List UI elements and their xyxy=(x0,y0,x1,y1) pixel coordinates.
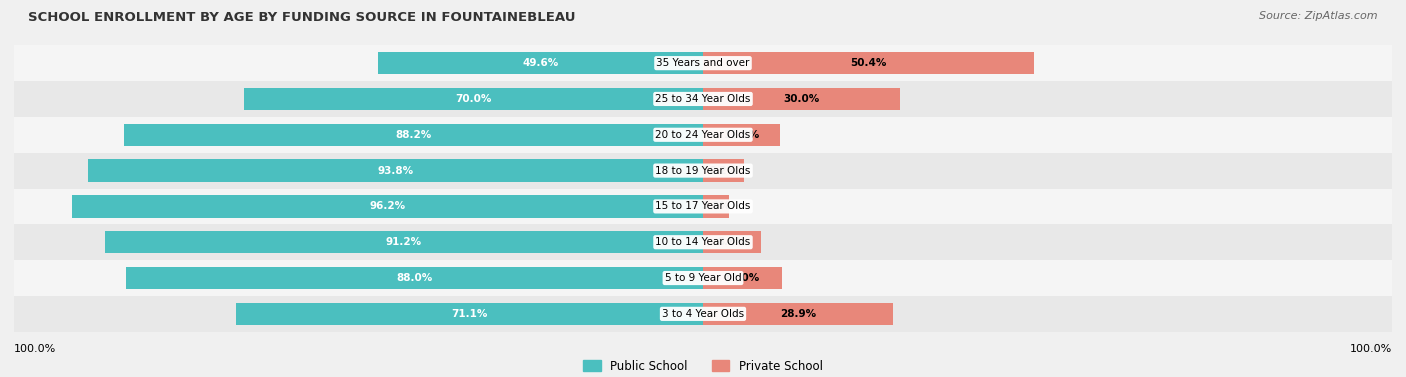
Text: 30.0%: 30.0% xyxy=(783,94,820,104)
Bar xyxy=(703,303,893,325)
Text: 10 to 14 Year Olds: 10 to 14 Year Olds xyxy=(655,237,751,247)
Text: 20 to 24 Year Olds: 20 to 24 Year Olds xyxy=(655,130,751,140)
Bar xyxy=(378,52,703,74)
Bar xyxy=(703,195,728,218)
Bar xyxy=(124,124,703,146)
Bar xyxy=(72,195,703,218)
Bar xyxy=(14,117,1392,153)
Text: 25 to 34 Year Olds: 25 to 34 Year Olds xyxy=(655,94,751,104)
Text: 18 to 19 Year Olds: 18 to 19 Year Olds xyxy=(655,166,751,176)
Bar xyxy=(703,88,900,110)
Text: 88.2%: 88.2% xyxy=(395,130,432,140)
Bar xyxy=(703,267,782,289)
Bar xyxy=(703,124,780,146)
Text: 49.6%: 49.6% xyxy=(522,58,558,68)
Text: 8.8%: 8.8% xyxy=(717,237,747,247)
Bar xyxy=(87,159,703,182)
Bar xyxy=(703,159,744,182)
Text: 100.0%: 100.0% xyxy=(14,344,56,354)
Bar xyxy=(703,52,1033,74)
Text: 50.4%: 50.4% xyxy=(851,58,887,68)
Text: 3 to 4 Year Olds: 3 to 4 Year Olds xyxy=(662,309,744,319)
Text: 96.2%: 96.2% xyxy=(370,201,405,211)
Text: 70.0%: 70.0% xyxy=(456,94,492,104)
Text: 35 Years and over: 35 Years and over xyxy=(657,58,749,68)
Legend: Public School, Private School: Public School, Private School xyxy=(579,355,827,377)
Text: 91.2%: 91.2% xyxy=(385,237,422,247)
Bar xyxy=(14,153,1392,188)
Text: 71.1%: 71.1% xyxy=(451,309,488,319)
Bar xyxy=(125,267,703,289)
Bar xyxy=(236,303,703,325)
Text: 3.9%: 3.9% xyxy=(702,201,730,211)
Text: 5 to 9 Year Old: 5 to 9 Year Old xyxy=(665,273,741,283)
Text: 11.8%: 11.8% xyxy=(724,130,759,140)
Text: 28.9%: 28.9% xyxy=(780,309,815,319)
Bar xyxy=(14,188,1392,224)
Text: 15 to 17 Year Olds: 15 to 17 Year Olds xyxy=(655,201,751,211)
Text: 100.0%: 100.0% xyxy=(1350,344,1392,354)
Text: 93.8%: 93.8% xyxy=(377,166,413,176)
Text: 12.0%: 12.0% xyxy=(724,273,761,283)
Bar xyxy=(104,231,703,253)
Text: 88.0%: 88.0% xyxy=(396,273,433,283)
Text: 6.2%: 6.2% xyxy=(709,166,738,176)
Bar xyxy=(14,296,1392,332)
Text: Source: ZipAtlas.com: Source: ZipAtlas.com xyxy=(1260,11,1378,21)
Bar xyxy=(14,81,1392,117)
Bar xyxy=(14,45,1392,81)
Text: SCHOOL ENROLLMENT BY AGE BY FUNDING SOURCE IN FOUNTAINEBLEAU: SCHOOL ENROLLMENT BY AGE BY FUNDING SOUR… xyxy=(28,11,575,24)
Bar xyxy=(14,224,1392,260)
Bar xyxy=(14,260,1392,296)
Bar xyxy=(243,88,703,110)
Bar xyxy=(703,231,761,253)
